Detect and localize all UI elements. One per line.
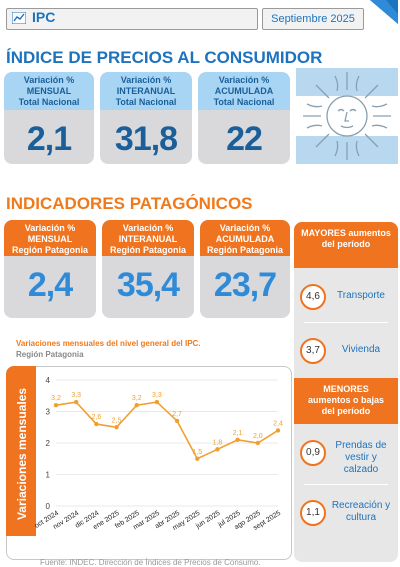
patagonia-card-mensual: Variación % MENSUAL Región Patagonia 2,4 <box>4 220 96 318</box>
source-footer: Fuente: INDEC. Dirección de Índices de P… <box>40 558 261 567</box>
card-caption: Variación % MENSUAL Total Nacional <box>4 72 94 110</box>
data-label: 2,5 <box>112 417 122 424</box>
value-badge: 3,7 <box>300 338 326 364</box>
chart-subtitle: Región Patagonia <box>16 350 84 359</box>
caption-line3: Total Nacional <box>18 97 80 107</box>
header-title-bar <box>6 8 258 30</box>
app-title: IPC <box>32 9 56 25</box>
national-card-acumulada: Variación % ACUMULADA Total Nacional 22 <box>198 72 290 164</box>
caption-line2: MENSUAL <box>26 86 72 96</box>
caption-line1: Variación % <box>122 223 174 233</box>
item-label: Vivienda <box>341 344 381 355</box>
data-point <box>73 399 79 405</box>
item-label: Recreación y cultura <box>331 500 391 523</box>
patagonia-card-acumulada: Variación % ACUMULADA Región Patagonia 2… <box>200 220 290 318</box>
y-tick-label: 3 <box>46 408 51 417</box>
patagonia-card-interanual: Variación % INTERANUAL Región Patagonia … <box>102 220 194 318</box>
caption-line2: MENSUAL <box>27 234 73 244</box>
card-caption: Variación % ACUMULADA Región Patagonia <box>200 220 290 256</box>
menores-header: MENORES aumentos o bajas del período <box>294 378 398 424</box>
ranking-panel: MAYORES aumentos del período 4,6 Transpo… <box>294 222 398 562</box>
data-point <box>94 421 99 427</box>
caption-line3: Región Patagonia <box>109 245 186 255</box>
caption-line1: Variación % <box>120 75 172 85</box>
caption-line1: Variación % <box>24 223 76 233</box>
data-point <box>275 428 281 433</box>
value-badge: 4,6 <box>300 284 326 310</box>
y-axis-title: Variaciones mensuales <box>15 388 29 520</box>
caption-line1: Variación % <box>23 75 75 85</box>
caption-line1: Variación % <box>219 223 271 233</box>
card-caption: Variación % MENSUAL Región Patagonia <box>4 220 96 256</box>
report-date: Septiembre 2025 <box>262 8 364 30</box>
menores-item: 1,1 Recreación y cultura <box>294 500 398 530</box>
y-tick-label: 2 <box>46 439 51 448</box>
card-caption: Variación % INTERANUAL Región Patagonia <box>102 220 194 256</box>
y-tick-label: 0 <box>46 502 51 511</box>
y-axis-band <box>6 366 36 536</box>
menores-item: 0,9 Prendas de vestir y calzado <box>294 440 398 475</box>
card-value: 22 <box>226 120 263 158</box>
card-value: 2,1 <box>26 120 72 158</box>
data-label: 3,3 <box>152 392 162 399</box>
value-badge: 0,9 <box>300 440 326 466</box>
caption-line2: INTERANUAL <box>116 86 176 96</box>
card-value: 2,4 <box>27 266 73 304</box>
data-point <box>255 440 261 446</box>
caption-line1: Variación % <box>218 75 270 85</box>
caption-line3: Total Nacional <box>213 97 275 107</box>
card-value: 31,8 <box>114 120 178 158</box>
data-point <box>215 447 220 452</box>
data-label: 3,2 <box>132 395 142 402</box>
caption-line2: ACUMULADA <box>214 86 274 96</box>
series-line <box>55 401 279 460</box>
card-value: 23,7 <box>213 266 277 304</box>
data-point <box>53 403 59 408</box>
data-label: 3,3 <box>71 392 81 399</box>
caption-line3: Total Nacional <box>115 97 177 107</box>
patagonia-heading: INDICADORES PATAGÓNICOS <box>6 194 253 213</box>
data-point <box>134 403 139 408</box>
corner-triangle-icon <box>370 0 398 24</box>
national-card-mensual: Variación % MENSUAL Total Nacional 2,1 <box>4 72 94 164</box>
item-label: Prendas de vestir y calzado <box>335 440 387 475</box>
data-label: 2,1 <box>233 430 243 437</box>
y-tick-label: 4 <box>46 376 51 385</box>
item-label: Transporte <box>337 290 385 301</box>
data-label: 2,7 <box>172 411 182 418</box>
data-label: 2,6 <box>91 414 101 421</box>
caption-line3: Región Patagonia <box>11 245 88 255</box>
data-point <box>195 456 200 461</box>
mayores-item: 4,6 Transporte <box>294 284 398 310</box>
data-label: 1,5 <box>192 449 202 456</box>
card-value: 35,4 <box>116 266 180 304</box>
caption-line2: INTERANUAL <box>118 234 178 244</box>
chart-title: Variaciones mensuales del nivel general … <box>16 339 201 348</box>
caption-line3: Región Patagonia <box>206 245 283 255</box>
data-point <box>235 437 240 443</box>
divider <box>304 322 388 323</box>
caption-line2: ACUMULADA <box>215 234 275 244</box>
y-tick-label: 1 <box>46 471 51 480</box>
mayores-header: MAYORES aumentos del período <box>294 222 398 268</box>
national-card-interanual: Variación % INTERANUAL Total Nacional 31… <box>100 72 192 164</box>
divider <box>304 484 388 485</box>
data-label: 1,8 <box>213 439 223 446</box>
chart-icon <box>12 12 26 24</box>
data-label: 2,4 <box>273 420 283 427</box>
sun-emblem-icon <box>296 68 398 164</box>
data-label: 3,2 <box>51 395 61 402</box>
card-caption: Variación % ACUMULADA Total Nacional <box>198 72 290 110</box>
mayores-item: 3,7 Vivienda <box>294 338 398 364</box>
data-label: 2,0 <box>253 433 263 440</box>
national-heading: ÍNDICE DE PRECIOS AL CONSUMIDOR <box>6 48 323 67</box>
value-badge: 1,1 <box>300 500 326 526</box>
data-point <box>154 399 160 405</box>
card-caption: Variación % INTERANUAL Total Nacional <box>100 72 192 110</box>
data-point <box>174 418 180 424</box>
chart-frame <box>6 366 292 560</box>
data-point <box>114 425 119 430</box>
